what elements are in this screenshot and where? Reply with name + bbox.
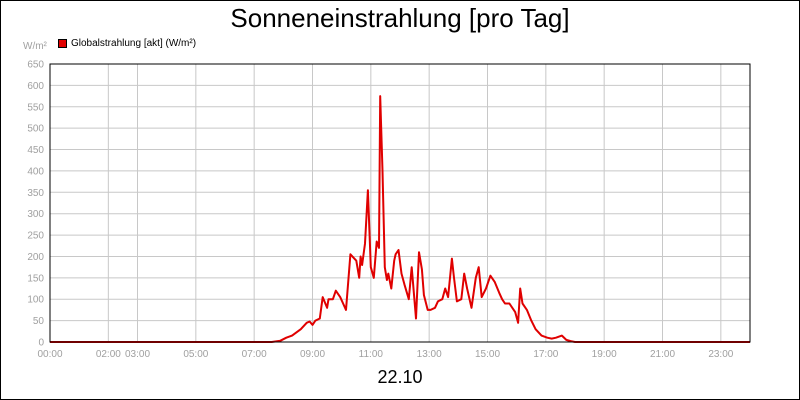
legend-label: Globalstrahlung [akt] (W/m²) bbox=[71, 38, 197, 49]
x-tick-label: 02:00 bbox=[96, 349, 121, 360]
x-tick-label: 03:00 bbox=[125, 349, 150, 360]
y-axis-unit-label: W/m² bbox=[23, 41, 47, 52]
x-tick-label: 05:00 bbox=[183, 349, 208, 360]
series-line-globalstrahlung bbox=[50, 95, 750, 343]
x-tick-label: 19:00 bbox=[592, 349, 617, 360]
y-tick-label: 350 bbox=[27, 188, 44, 199]
y-tick-label: 400 bbox=[27, 166, 44, 177]
y-tick-label: 100 bbox=[27, 295, 44, 306]
x-axis-date-label: 22.10 bbox=[377, 367, 423, 387]
y-tick-label: 600 bbox=[27, 81, 44, 92]
legend: Globalstrahlung [akt] (W/m²) bbox=[58, 38, 196, 49]
x-tick-label: 13:00 bbox=[417, 349, 442, 360]
y-tick-label: 0 bbox=[38, 338, 44, 349]
y-tick-label: 250 bbox=[27, 231, 44, 242]
y-tick-label: 550 bbox=[27, 102, 44, 113]
x-tick-label: 15:00 bbox=[475, 349, 500, 360]
chart-title: Sonneneinstrahlung [pro Tag] bbox=[230, 3, 570, 33]
y-tick-labels: 0 50 100 150 200 250 300 350 400 450 500 550 600 650 bbox=[27, 60, 44, 349]
plot-border bbox=[49, 63, 751, 343]
x-tick-label: 21:00 bbox=[650, 349, 675, 360]
y-tick-label: 200 bbox=[27, 252, 44, 263]
y-tick-label: 300 bbox=[27, 209, 44, 220]
x-tick-labels: 00:00 02:00 03:00 05:00 07:00 09:00 11:00 13:00… bbox=[37, 349, 733, 360]
y-tick-label: 150 bbox=[27, 273, 44, 284]
x-tick-label: 17:00 bbox=[533, 349, 558, 360]
x-tick-label: 23:00 bbox=[708, 349, 733, 360]
y-tick-label: 650 bbox=[27, 60, 44, 71]
x-tick-label: 00:00 bbox=[37, 349, 62, 360]
y-tick-label: 450 bbox=[27, 145, 44, 156]
y-tick-label: 500 bbox=[27, 124, 44, 135]
x-tick-label: 07:00 bbox=[242, 349, 267, 360]
y-tick-label: 50 bbox=[33, 316, 45, 327]
grid-lines bbox=[49, 63, 750, 343]
legend-swatch bbox=[58, 39, 67, 48]
x-tick-label: 09:00 bbox=[300, 349, 325, 360]
x-tick-label: 11:00 bbox=[359, 349, 384, 360]
